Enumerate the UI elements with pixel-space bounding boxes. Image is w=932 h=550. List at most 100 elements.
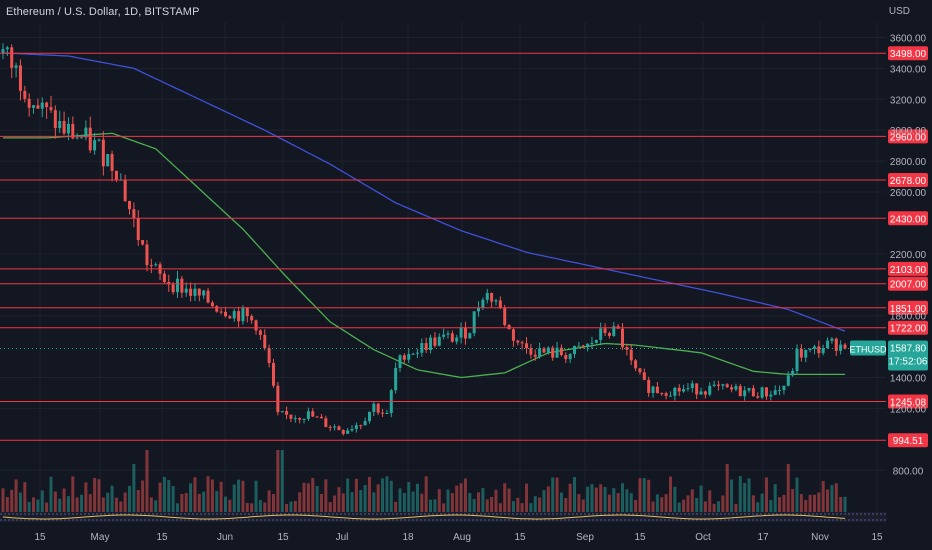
volume-bar <box>625 489 629 512</box>
candle <box>193 288 197 296</box>
candle <box>141 240 145 245</box>
candle <box>686 388 690 390</box>
candle <box>743 390 747 397</box>
candle <box>376 403 380 413</box>
oscillator-pane <box>0 512 886 522</box>
candle <box>490 292 494 302</box>
candle <box>241 308 245 322</box>
candle <box>49 107 53 111</box>
symbol-badge[interactable] <box>850 340 886 356</box>
level-label-box <box>888 276 928 291</box>
volume-bar <box>223 496 227 512</box>
y-tick-label: 1400.00 <box>890 374 927 385</box>
candle <box>184 288 188 293</box>
candle <box>363 421 367 426</box>
candle <box>529 348 533 355</box>
x-tick-label: Sep <box>576 532 594 543</box>
level-label: 2007.00 <box>890 280 927 291</box>
candle <box>206 290 210 303</box>
volume-bar <box>834 483 838 512</box>
volume-bar <box>311 477 315 512</box>
volume-bar <box>372 492 376 512</box>
candle <box>411 353 415 355</box>
candle <box>642 372 646 380</box>
volume-bar <box>747 478 751 512</box>
candle <box>215 306 219 312</box>
candle <box>136 218 140 241</box>
x-tick-label: 15 <box>156 532 168 543</box>
candle <box>93 140 97 151</box>
volume-bar <box>812 494 816 512</box>
candle <box>533 354 537 357</box>
volume-bar <box>808 494 812 512</box>
volume-bar <box>58 498 62 512</box>
volume-bar <box>237 479 241 512</box>
candle <box>791 370 795 376</box>
candle <box>271 362 275 386</box>
volume-bar <box>88 494 92 512</box>
volume-bar <box>241 480 245 512</box>
volume-bar <box>446 489 450 512</box>
moving-average-short <box>3 132 845 379</box>
y-tick-label: 2600.00 <box>890 188 927 199</box>
candle <box>481 299 485 308</box>
candle <box>385 413 389 415</box>
volume-bar <box>97 479 101 512</box>
volume-bar <box>708 490 712 512</box>
candle <box>573 346 577 355</box>
volume-bar <box>655 494 659 512</box>
volume-bar <box>498 503 502 512</box>
candle <box>716 384 720 386</box>
candle <box>769 394 773 397</box>
volume-bar <box>14 479 18 512</box>
volume-bar <box>136 490 140 512</box>
volume-bar <box>71 476 75 512</box>
y-tick-label: 1200.00 <box>890 404 927 415</box>
volume-bar <box>542 490 546 512</box>
candle <box>402 355 406 360</box>
volume-bar <box>621 483 625 512</box>
volume-bar <box>407 482 411 512</box>
volume-bar <box>306 483 310 512</box>
candle <box>625 347 629 350</box>
candle <box>267 348 271 363</box>
volume-bar <box>293 500 297 512</box>
candle <box>804 349 808 358</box>
candle <box>420 343 424 353</box>
candle <box>84 127 88 138</box>
candle <box>341 430 345 434</box>
candle <box>88 127 92 151</box>
volume-bar <box>481 488 485 512</box>
volume-bar <box>415 483 419 512</box>
volume-bar <box>516 497 520 512</box>
moving-average-long <box>2 52 846 332</box>
volume-bar <box>612 488 616 512</box>
candle <box>285 411 289 415</box>
volume-bar <box>738 476 742 512</box>
volume-bar <box>145 450 149 512</box>
candle <box>695 383 699 395</box>
volume-bar <box>245 502 249 512</box>
candle <box>738 386 742 397</box>
x-tick-label: Jun <box>217 532 233 543</box>
candle <box>577 345 581 347</box>
candle <box>219 311 223 313</box>
level-label: 994.51 <box>893 436 924 447</box>
candle <box>468 333 472 339</box>
volume-bar <box>682 499 686 512</box>
candle <box>293 418 297 420</box>
candle <box>36 105 40 109</box>
volume-bar <box>389 480 393 512</box>
y-tick-label: 3200.00 <box>890 95 927 106</box>
volume-bar <box>511 501 515 512</box>
candle <box>520 342 524 344</box>
volume-bar <box>586 486 590 512</box>
level-label: 2103.00 <box>890 265 927 276</box>
y-tick-label: 2200.00 <box>890 250 927 261</box>
volume-bar <box>769 499 773 512</box>
volume-bar <box>642 478 646 512</box>
candle <box>258 330 262 335</box>
